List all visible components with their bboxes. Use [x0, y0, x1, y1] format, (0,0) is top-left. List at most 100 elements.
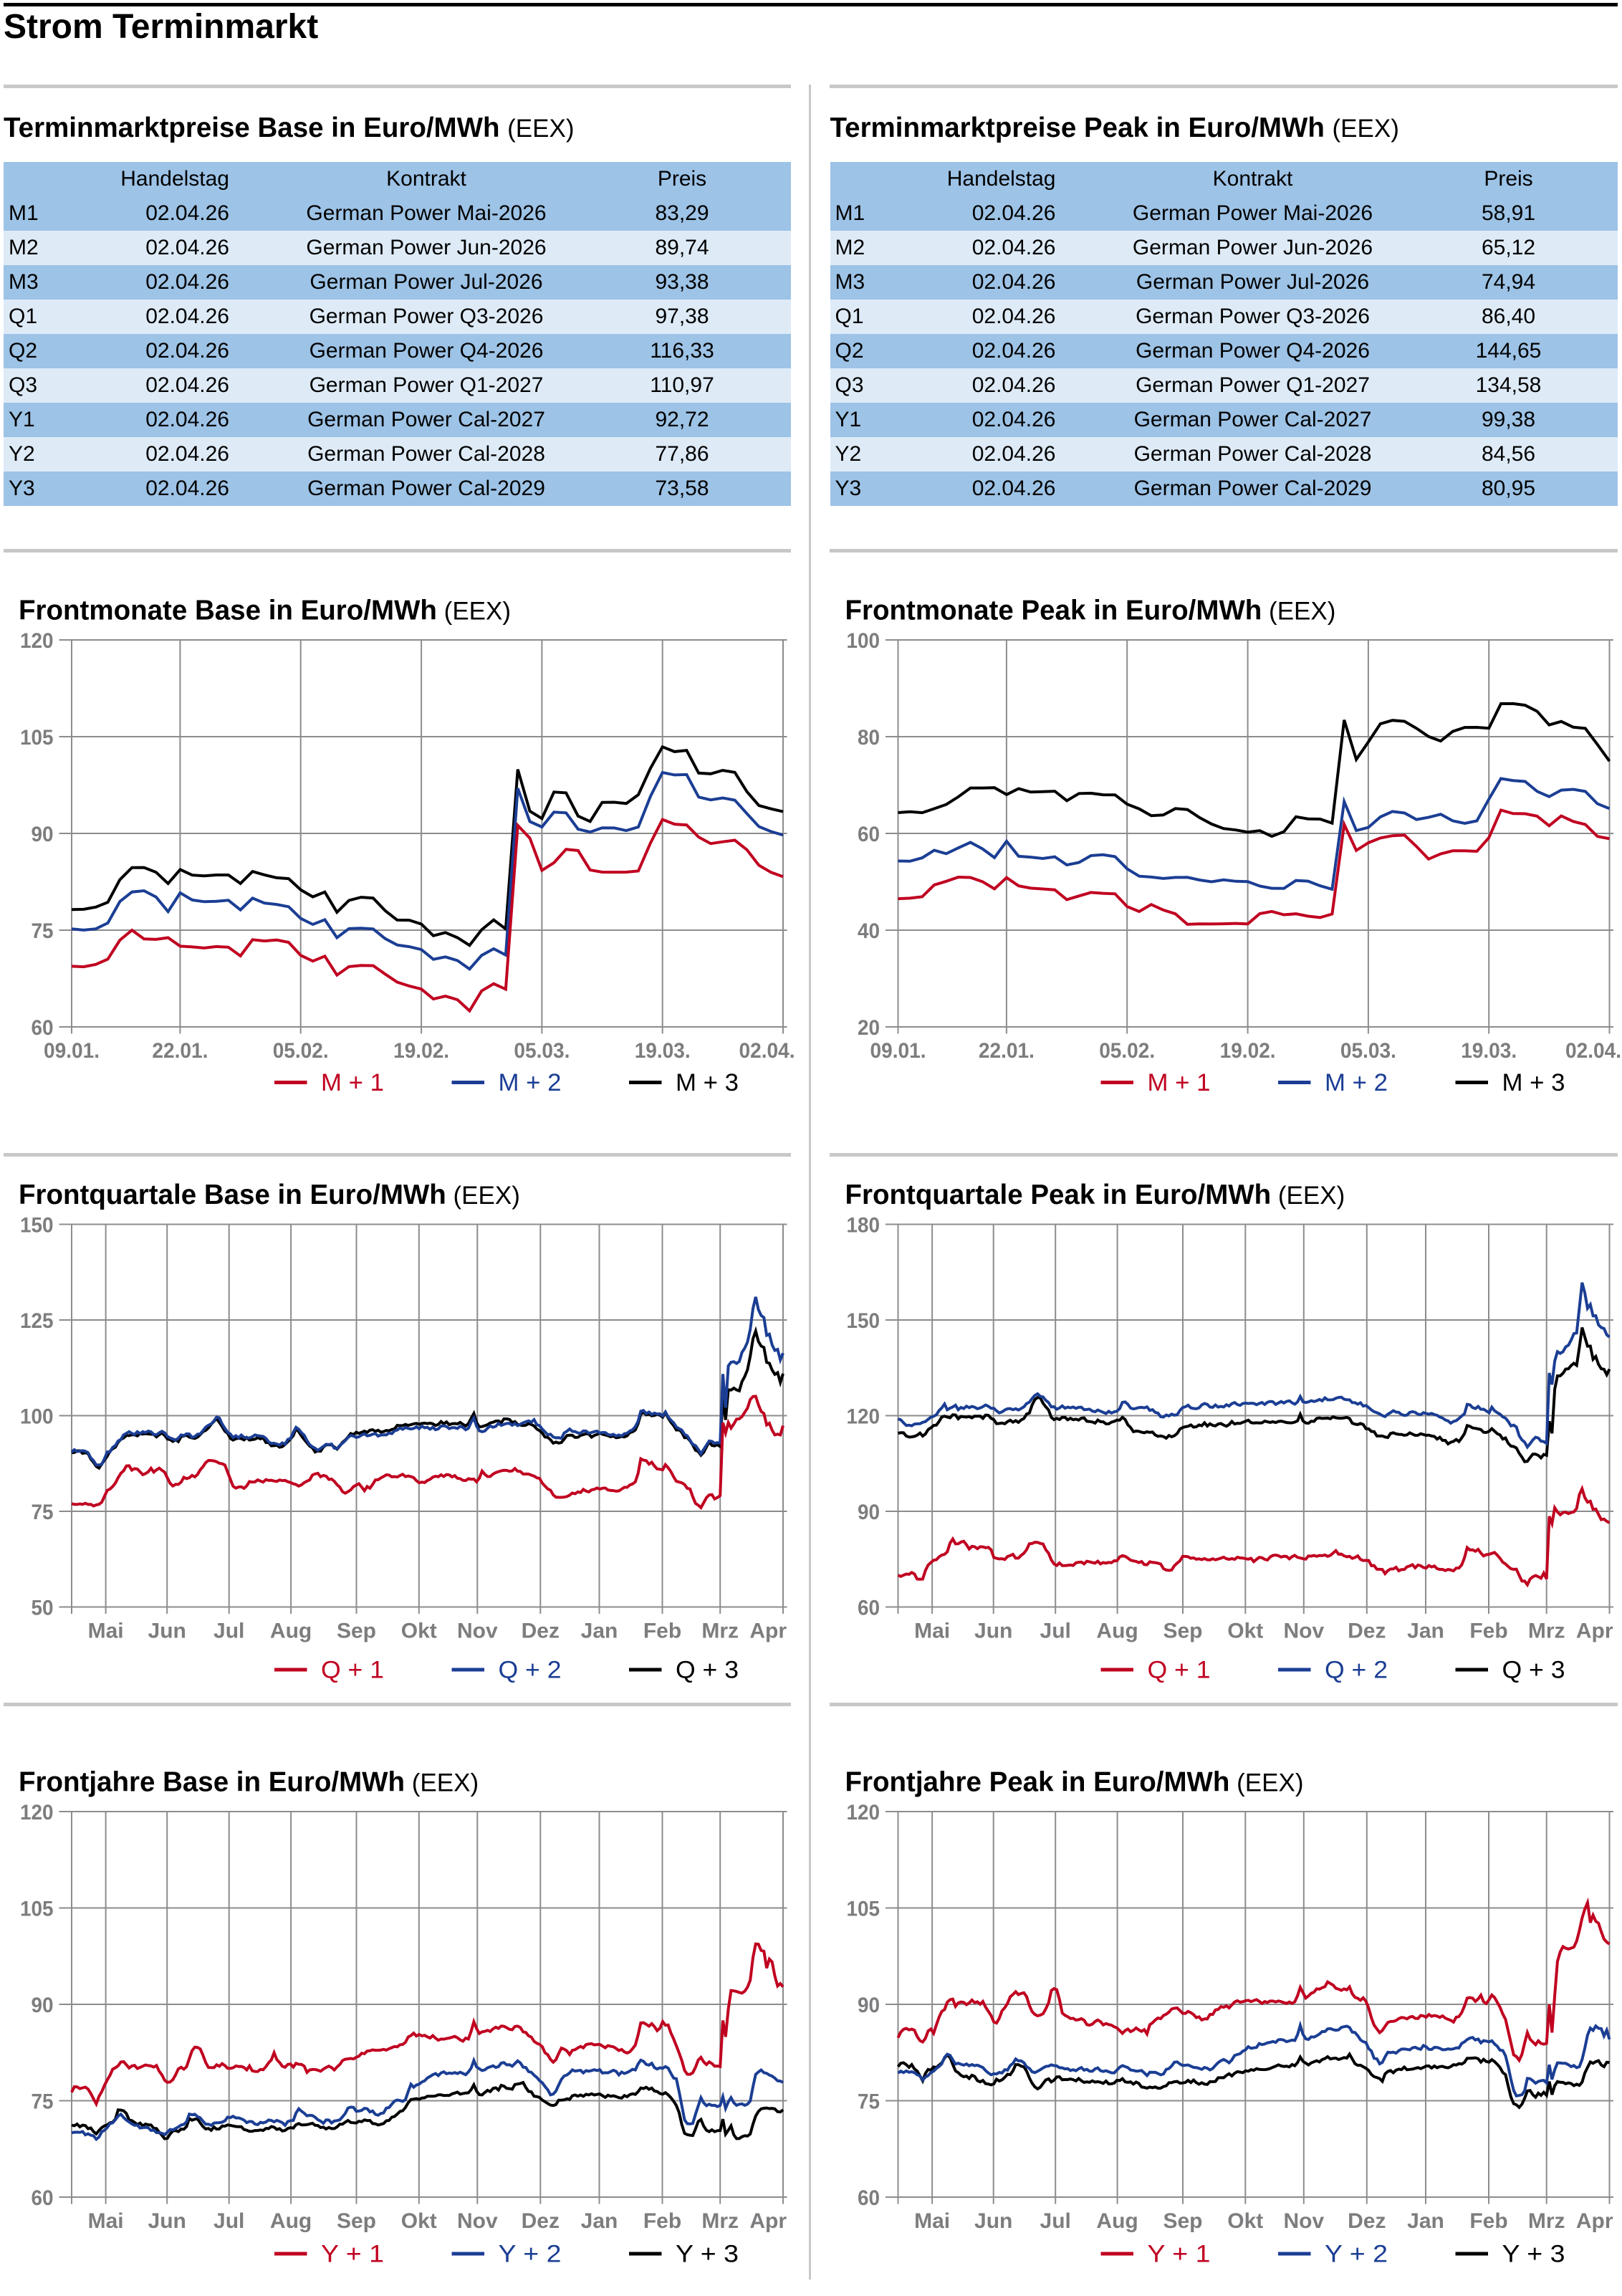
svg-text:90: 90	[858, 1994, 880, 2017]
svg-text:90: 90	[32, 823, 54, 846]
svg-text:Frontjahre Peak in Euro/MWh (E: Frontjahre Peak in Euro/MWh (EEX)	[845, 1766, 1304, 1797]
svg-text:100: 100	[847, 629, 880, 653]
svg-text:40: 40	[858, 919, 880, 943]
svg-text:Mrz: Mrz	[701, 1620, 739, 1643]
svg-text:60: 60	[32, 2186, 54, 2210]
svg-text:Sep: Sep	[337, 1620, 376, 1643]
svg-text:M + 2: M + 2	[1325, 1069, 1388, 1096]
svg-text:Jan: Jan	[581, 1620, 618, 1643]
svg-text:Aug: Aug	[270, 2209, 312, 2233]
svg-text:Okt: Okt	[401, 1620, 437, 1643]
svg-text:Nov: Nov	[457, 1620, 498, 1643]
svg-text:M + 2: M + 2	[499, 1069, 562, 1096]
svg-text:60: 60	[858, 823, 880, 846]
svg-text:Jun: Jun	[148, 1620, 186, 1643]
svg-text:Aug: Aug	[1096, 2209, 1138, 2233]
svg-text:Okt: Okt	[1227, 2209, 1263, 2233]
svg-text:Mai: Mai	[88, 2209, 124, 2233]
svg-text:19.02.: 19.02.	[1220, 1039, 1276, 1063]
svg-text:105: 105	[20, 1897, 54, 1920]
svg-text:Jul: Jul	[213, 2209, 244, 2233]
svg-text:60: 60	[858, 2186, 880, 2210]
svg-text:Mrz: Mrz	[701, 2209, 739, 2233]
svg-text:Okt: Okt	[401, 2209, 437, 2233]
svg-text:Y + 2: Y + 2	[499, 2241, 562, 2268]
svg-text:Mai: Mai	[914, 1620, 950, 1643]
svg-text:125: 125	[20, 1309, 54, 1333]
svg-text:05.03.: 05.03.	[514, 1039, 570, 1063]
svg-text:Dez: Dez	[1348, 1620, 1386, 1643]
svg-text:105: 105	[847, 1897, 880, 1920]
svg-text:80: 80	[858, 726, 880, 750]
svg-text:M + 3: M + 3	[1502, 1069, 1565, 1096]
svg-text:02.04.: 02.04.	[1565, 1039, 1621, 1063]
svg-text:150: 150	[847, 1309, 880, 1333]
svg-text:Jun: Jun	[148, 2209, 186, 2233]
svg-text:60: 60	[858, 1596, 880, 1620]
svg-text:Mai: Mai	[88, 1620, 124, 1643]
svg-text:90: 90	[32, 1994, 54, 2017]
svg-text:Mrz: Mrz	[1528, 2209, 1565, 2233]
svg-text:Q + 3: Q + 3	[676, 1657, 739, 1684]
svg-text:Jul: Jul	[1040, 1620, 1071, 1643]
svg-text:105: 105	[20, 726, 54, 750]
svg-text:02.04.: 02.04.	[739, 1039, 795, 1063]
svg-text:M + 1: M + 1	[1148, 1069, 1211, 1096]
svg-text:05.03.: 05.03.	[1340, 1039, 1396, 1063]
svg-text:Apr: Apr	[749, 2209, 787, 2233]
svg-text:20: 20	[858, 1016, 880, 1040]
svg-text:09.01.: 09.01.	[44, 1039, 100, 1063]
svg-text:Aug: Aug	[1096, 1620, 1138, 1643]
svg-text:150: 150	[20, 1213, 54, 1237]
svg-text:Dez: Dez	[522, 2209, 560, 2233]
svg-text:50: 50	[32, 1596, 54, 1620]
svg-text:90: 90	[858, 1501, 880, 1524]
svg-text:Q + 1: Q + 1	[321, 1657, 384, 1684]
svg-text:Y + 2: Y + 2	[1325, 2241, 1388, 2268]
svg-text:M + 1: M + 1	[321, 1069, 384, 1096]
svg-text:Apr: Apr	[1576, 2209, 1613, 2233]
svg-text:Nov: Nov	[1283, 2209, 1324, 2233]
svg-text:Q + 1: Q + 1	[1148, 1657, 1211, 1684]
svg-text:19.03.: 19.03.	[635, 1039, 691, 1063]
svg-text:Frontquartale Peak in Euro/MWh: Frontquartale Peak in Euro/MWh (EEX)	[845, 1180, 1345, 1210]
svg-text:120: 120	[20, 1801, 54, 1824]
svg-text:19.03.: 19.03.	[1461, 1039, 1517, 1063]
svg-text:Jan: Jan	[581, 2209, 618, 2233]
svg-text:Aug: Aug	[270, 1620, 312, 1643]
svg-text:22.01.: 22.01.	[152, 1039, 208, 1063]
svg-text:09.01.: 09.01.	[870, 1039, 926, 1063]
svg-text:Frontjahre Base in Euro/MWh (E: Frontjahre Base in Euro/MWh (EEX)	[19, 1766, 479, 1797]
svg-text:75: 75	[32, 919, 54, 943]
svg-text:75: 75	[32, 2090, 54, 2113]
svg-text:Y + 1: Y + 1	[321, 2241, 384, 2268]
svg-text:Okt: Okt	[1227, 1620, 1263, 1643]
svg-text:Apr: Apr	[749, 1620, 787, 1643]
svg-text:19.02.: 19.02.	[393, 1039, 449, 1063]
svg-text:120: 120	[20, 629, 54, 653]
svg-text:120: 120	[847, 1405, 880, 1428]
svg-text:M + 3: M + 3	[676, 1069, 739, 1096]
svg-text:Mrz: Mrz	[1528, 1620, 1565, 1643]
svg-text:180: 180	[847, 1213, 880, 1237]
svg-text:Q + 2: Q + 2	[499, 1657, 562, 1684]
svg-text:120: 120	[847, 1801, 880, 1824]
svg-text:22.01.: 22.01.	[979, 1039, 1035, 1063]
svg-text:Jul: Jul	[1040, 2209, 1071, 2233]
svg-text:Jul: Jul	[213, 1620, 244, 1643]
svg-text:Sep: Sep	[1163, 2209, 1202, 2233]
svg-text:Y + 3: Y + 3	[676, 2241, 739, 2268]
svg-text:Frontmonate Peak in Euro/MWh (: Frontmonate Peak in Euro/MWh (EEX)	[845, 595, 1336, 626]
svg-text:Sep: Sep	[1163, 1620, 1202, 1643]
svg-text:05.02.: 05.02.	[273, 1039, 329, 1063]
svg-text:Jan: Jan	[1407, 2209, 1444, 2233]
svg-text:Dez: Dez	[1348, 2209, 1386, 2233]
svg-text:Feb: Feb	[643, 1620, 681, 1643]
svg-text:Y + 1: Y + 1	[1148, 2241, 1211, 2268]
svg-text:Feb: Feb	[1469, 1620, 1507, 1643]
svg-text:Feb: Feb	[1469, 2209, 1507, 2233]
svg-text:Dez: Dez	[522, 1620, 560, 1643]
svg-text:05.02.: 05.02.	[1099, 1039, 1155, 1063]
svg-text:Frontmonate Base in Euro/MWh (: Frontmonate Base in Euro/MWh (EEX)	[19, 595, 511, 626]
svg-text:75: 75	[858, 2090, 880, 2113]
